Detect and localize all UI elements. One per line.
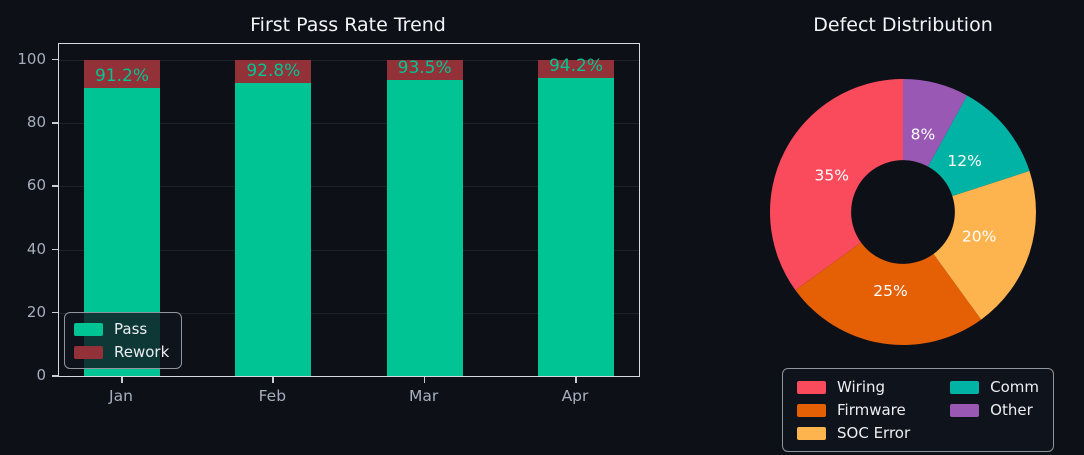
x-tick-label: Mar (409, 387, 439, 405)
legend-swatch (74, 322, 103, 336)
pie-slice-firmware (795, 242, 982, 346)
pie-slice-wiring (770, 79, 903, 291)
pie-legend: Wiring Firmware SOC Error Comm Other (782, 368, 1055, 452)
pie-slice-label: 12% (947, 152, 981, 170)
legend-item: Wiring (797, 378, 910, 396)
legend-label: Other (990, 401, 1033, 419)
bar-segment-pass (538, 78, 614, 376)
bar-segment-rework (235, 59, 312, 83)
grid-line (59, 59, 639, 61)
y-tick-label: 20 (26, 302, 46, 321)
legend-swatch (797, 403, 826, 417)
legend-item: Pass (74, 320, 169, 338)
grid-line (59, 186, 639, 188)
bar-segment-rework (538, 59, 614, 79)
legend-label: SOC Error (837, 424, 911, 442)
bar-segment-pass (235, 82, 312, 376)
legend-label: Firmware (837, 401, 906, 419)
y-tick-mark (52, 248, 58, 251)
y-tick-label: 40 (26, 239, 46, 258)
legend-label: Comm (990, 378, 1040, 396)
bar-plot-area: Pass Rework 91.2% 92.8% 93.5% 94.2% (58, 43, 640, 377)
bar-value-label: 92.8% (246, 60, 301, 81)
x-tick-mark (575, 376, 577, 383)
y-tick-mark (52, 375, 58, 377)
pie-slice-label: 20% (962, 228, 996, 246)
x-tick-mark (272, 376, 274, 383)
pie-slice-other (903, 79, 968, 167)
bar-value-label: 93.5% (397, 58, 452, 79)
bar-value-label: 94.2% (548, 56, 603, 77)
y-tick-label: 60 (26, 176, 46, 195)
legend-item: Firmware (797, 401, 910, 419)
legend-item: Other (950, 401, 1039, 419)
legend-swatch (797, 426, 826, 440)
x-tick-label: Feb (258, 387, 287, 405)
legend-swatch (74, 345, 103, 359)
y-tick-label: 0 (36, 366, 46, 384)
bar-legend: Pass Rework (64, 312, 183, 369)
bar-value-label: 91.2% (94, 65, 149, 86)
grid-line (59, 312, 639, 314)
x-tick-label: Jan (109, 387, 133, 405)
y-tick-mark (52, 58, 58, 61)
legend-label: Wiring (837, 378, 886, 396)
bar-segment-pass (386, 80, 463, 376)
pie-slice-label: 8% (911, 126, 936, 144)
grid-line (59, 123, 639, 125)
legend-item: Comm (950, 378, 1039, 396)
legend-item: SOC Error (797, 424, 910, 442)
x-tick-label: Apr (561, 387, 589, 405)
bar-segment-rework (386, 59, 463, 81)
legend-item: Rework (74, 343, 169, 361)
legend-label: Rework (114, 343, 170, 361)
y-tick-mark (52, 311, 58, 314)
grid-line (59, 249, 639, 251)
legend-label: Pass (114, 320, 148, 338)
pie-donut-chart: 35% 25% 20% 12% 8% (770, 79, 1036, 346)
pie-chart-title: Defect Distribution (813, 14, 993, 36)
y-tick-mark (52, 122, 58, 124)
pie-slice-label: 35% (814, 167, 848, 185)
x-tick-mark (423, 376, 426, 383)
y-tick-mark (52, 185, 58, 187)
legend-swatch (950, 380, 980, 394)
y-tick-label: 100 (17, 49, 46, 68)
pie-slice-label: 25% (873, 282, 907, 300)
bar-segment-rework (84, 59, 160, 88)
x-tick-mark (121, 376, 123, 383)
pie-slice-comm (927, 95, 1030, 196)
pie-slice-soc-error (933, 170, 1036, 320)
legend-swatch (797, 380, 826, 394)
y-tick-label: 80 (26, 113, 46, 132)
legend-swatch (950, 403, 980, 417)
bar-chart-title: First Pass Rate Trend (250, 14, 446, 36)
